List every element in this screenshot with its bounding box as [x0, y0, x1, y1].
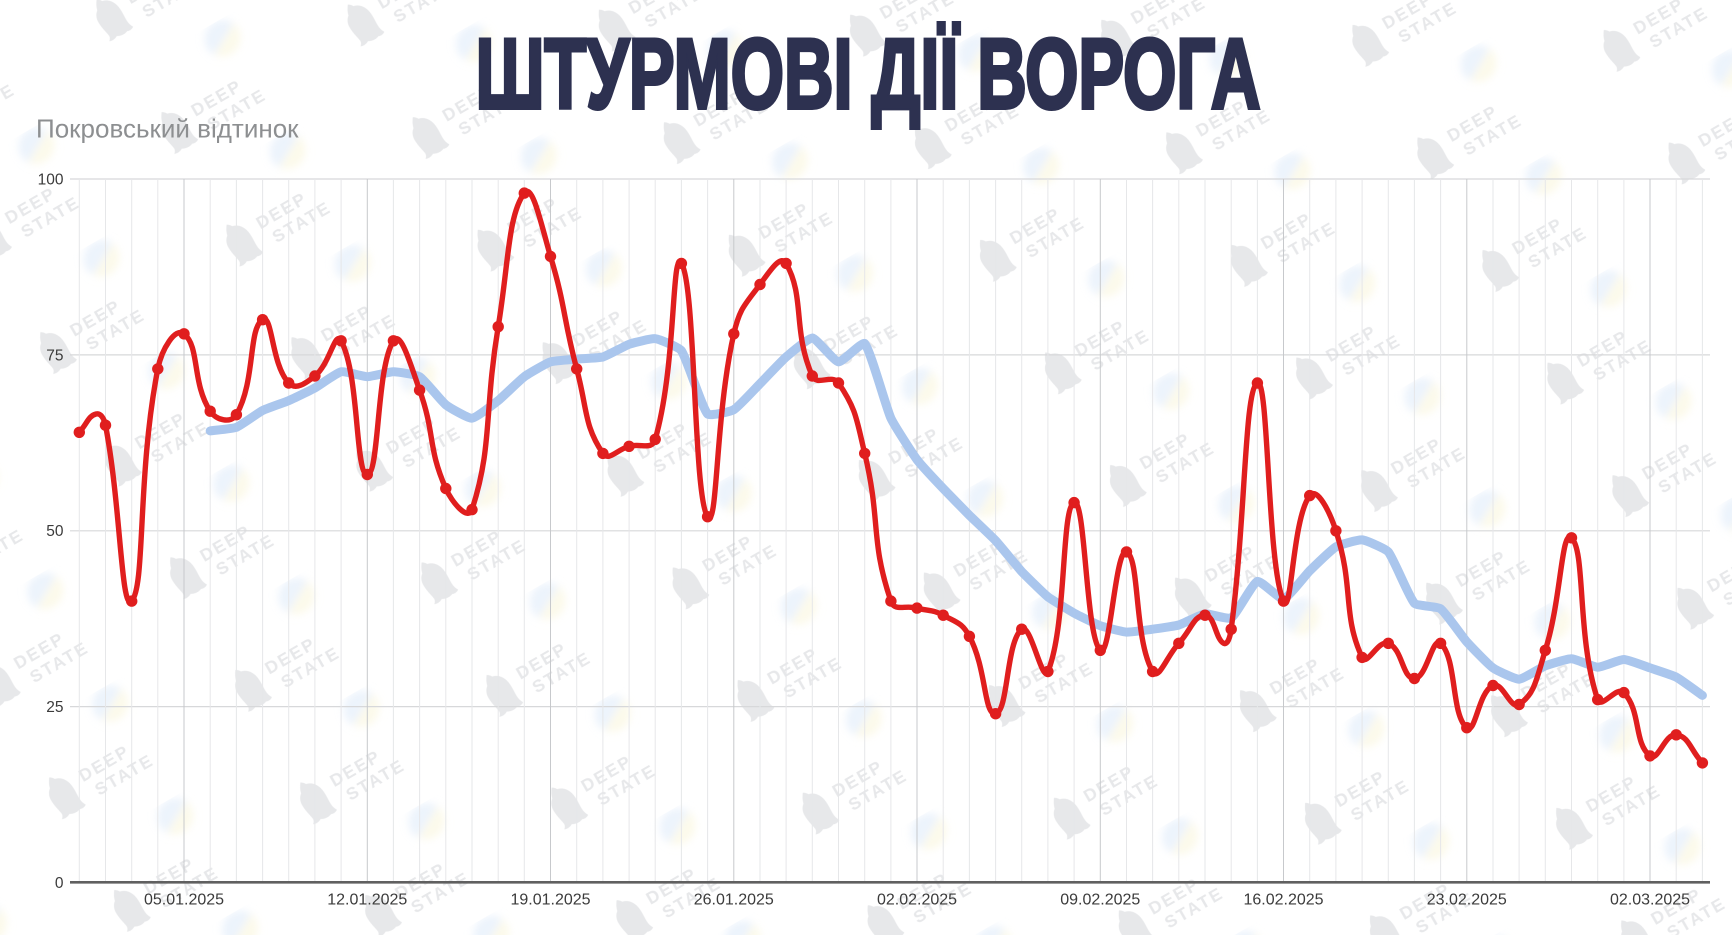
svg-text:16.02.2025: 16.02.2025 — [1243, 892, 1323, 909]
svg-text:25: 25 — [46, 699, 63, 716]
svg-text:05.01.2025: 05.01.2025 — [144, 892, 224, 909]
svg-text:12.01.2025: 12.01.2025 — [327, 892, 407, 909]
svg-text:19.01.2025: 19.01.2025 — [510, 892, 590, 909]
svg-text:09.02.2025: 09.02.2025 — [1060, 892, 1140, 909]
svg-text:75: 75 — [46, 347, 63, 364]
svg-text:02.03.2025: 02.03.2025 — [1610, 892, 1690, 909]
svg-text:02.02.2025: 02.02.2025 — [877, 892, 957, 909]
svg-text:0: 0 — [55, 875, 64, 892]
svg-text:100: 100 — [38, 172, 64, 189]
svg-text:23.02.2025: 23.02.2025 — [1427, 892, 1507, 909]
svg-text:26.01.2025: 26.01.2025 — [694, 892, 774, 909]
svg-text:50: 50 — [46, 523, 64, 540]
svg-text:ШТУРМОВІ ДІЇ ВОРОГА: ШТУРМОВІ ДІЇ ВОРОГА — [476, 20, 1261, 130]
svg-text:Покровський відтинок: Покровський відтинок — [36, 114, 299, 144]
